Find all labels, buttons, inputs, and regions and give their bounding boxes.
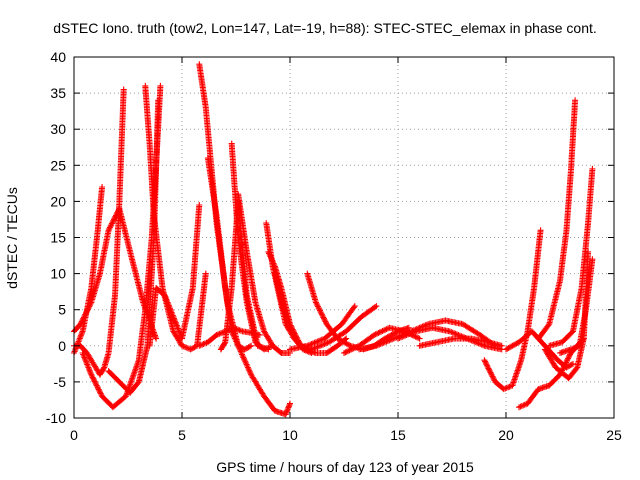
y-tick-label: 25 — [50, 157, 66, 173]
x-axis-label: GPS time / hours of day 123 of year 2015 — [216, 459, 474, 475]
y-tick-label: 15 — [50, 230, 66, 246]
point-markers — [265, 248, 315, 353]
point-markers — [142, 82, 209, 353]
series-arc-aa — [535, 97, 579, 342]
series-arc-f — [142, 82, 209, 353]
series-arc-ac — [546, 165, 596, 349]
series-arc-m — [235, 191, 293, 356]
point-markers — [535, 97, 579, 342]
y-tick-label: 0 — [58, 338, 66, 354]
series-arc-s — [308, 303, 380, 353]
series-arc-ad — [557, 256, 596, 356]
point-markers — [308, 303, 380, 353]
x-tick-label: 20 — [498, 427, 514, 443]
series-arc-r — [287, 303, 358, 353]
point-markers — [235, 191, 293, 356]
point-markers — [546, 165, 596, 349]
y-tick-label: -10 — [46, 410, 66, 426]
point-markers — [416, 335, 505, 349]
axis-ticks: 0 5 10 15 20 25 -10 -5 0 5 10 15 20 25 30 35 40 — [46, 49, 622, 443]
series-arc-e — [105, 97, 162, 396]
point-markers — [557, 256, 596, 356]
x-tick-label: 25 — [606, 427, 622, 443]
point-markers — [263, 220, 315, 356]
point-markers — [287, 303, 358, 353]
y-tick-label: 5 — [58, 302, 66, 318]
series-arc-x — [481, 227, 544, 393]
series-arc-w — [416, 335, 505, 349]
chart-title: dSTEC Iono. truth (tow2, Lon=147, Lat=-1… — [53, 20, 597, 36]
x-tick-label: 10 — [282, 427, 298, 443]
point-markers — [481, 227, 544, 393]
series-arc-n — [263, 220, 315, 356]
y-tick-label: 10 — [50, 266, 66, 282]
y-tick-label: 20 — [50, 193, 66, 209]
y-tick-label: 30 — [50, 121, 66, 137]
series-arc-g — [146, 202, 203, 349]
grid-lines — [74, 57, 614, 418]
x-tick-label: 0 — [70, 427, 78, 443]
x-tick-label: 15 — [390, 427, 406, 443]
x-tick-label: 5 — [178, 427, 186, 443]
y-tick-label: 40 — [50, 49, 66, 65]
y-tick-label: -5 — [54, 374, 67, 390]
point-markers — [146, 202, 203, 349]
series-arc-o — [265, 248, 315, 353]
data-layer — [71, 61, 596, 418]
y-axis-label: dSTEC / TECUs — [4, 187, 20, 289]
point-markers — [105, 97, 162, 396]
y-tick-label: 35 — [50, 85, 66, 101]
